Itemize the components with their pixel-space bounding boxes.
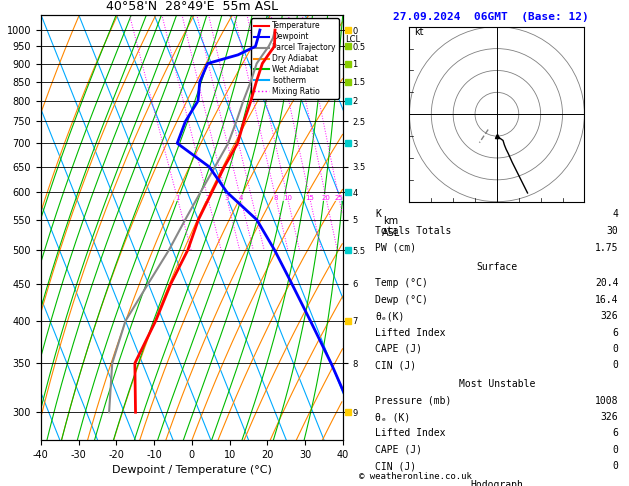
Text: 0: 0 [613, 445, 618, 455]
Text: © weatheronline.co.uk: © weatheronline.co.uk [359, 472, 471, 481]
Legend: Temperature, Dewpoint, Parcel Trajectory, Dry Adiabat, Wet Adiabat, Isotherm, Mi: Temperature, Dewpoint, Parcel Trajectory… [251, 18, 339, 99]
Title: 40°58'N  28°49'E  55m ASL: 40°58'N 28°49'E 55m ASL [106, 0, 278, 14]
Text: Surface: Surface [476, 262, 518, 272]
Text: 6: 6 [613, 328, 618, 337]
Text: 1.75: 1.75 [595, 243, 618, 253]
Text: CIN (J): CIN (J) [376, 461, 416, 471]
Text: CIN (J): CIN (J) [376, 360, 416, 370]
Text: Hodograph: Hodograph [470, 480, 523, 486]
Y-axis label: hPa: hPa [0, 217, 1, 237]
Text: Dewp (°C): Dewp (°C) [376, 295, 428, 305]
Text: 25: 25 [335, 194, 343, 201]
Text: 0: 0 [613, 360, 618, 370]
Text: kt: kt [414, 28, 423, 37]
Text: 30: 30 [607, 226, 618, 236]
Text: 326: 326 [601, 412, 618, 422]
Text: Lifted Index: Lifted Index [376, 328, 446, 337]
Text: 27.09.2024  06GMT  (Base: 12): 27.09.2024 06GMT (Base: 12) [392, 12, 589, 22]
Text: CAPE (J): CAPE (J) [376, 445, 423, 455]
Text: CAPE (J): CAPE (J) [376, 344, 423, 354]
Text: K: K [376, 209, 381, 219]
Text: 6: 6 [613, 429, 618, 438]
Text: θₑ(K): θₑ(K) [376, 311, 405, 321]
X-axis label: Dewpoint / Temperature (°C): Dewpoint / Temperature (°C) [112, 465, 272, 475]
Y-axis label: km
ASL: km ASL [382, 216, 400, 238]
Text: 16.4: 16.4 [595, 295, 618, 305]
Text: 20.4: 20.4 [595, 278, 618, 288]
Text: LCL: LCL [345, 35, 360, 44]
Text: 10: 10 [283, 194, 292, 201]
Text: 20: 20 [321, 194, 330, 201]
Text: 2: 2 [206, 194, 210, 201]
Text: Lifted Index: Lifted Index [376, 429, 446, 438]
Text: 4: 4 [613, 209, 618, 219]
Text: Most Unstable: Most Unstable [459, 379, 535, 389]
Text: 8: 8 [274, 194, 278, 201]
Text: 4: 4 [238, 194, 243, 201]
Text: 1008: 1008 [595, 396, 618, 405]
Text: 326: 326 [601, 311, 618, 321]
Text: 0: 0 [613, 344, 618, 354]
Text: Temp (°C): Temp (°C) [376, 278, 428, 288]
Text: 3: 3 [225, 194, 229, 201]
Text: 15: 15 [305, 194, 314, 201]
Text: Totals Totals: Totals Totals [376, 226, 452, 236]
Text: 0: 0 [613, 461, 618, 471]
Text: Pressure (mb): Pressure (mb) [376, 396, 452, 405]
Text: 1: 1 [175, 194, 179, 201]
Text: PW (cm): PW (cm) [376, 243, 416, 253]
Text: θₑ (K): θₑ (K) [376, 412, 411, 422]
